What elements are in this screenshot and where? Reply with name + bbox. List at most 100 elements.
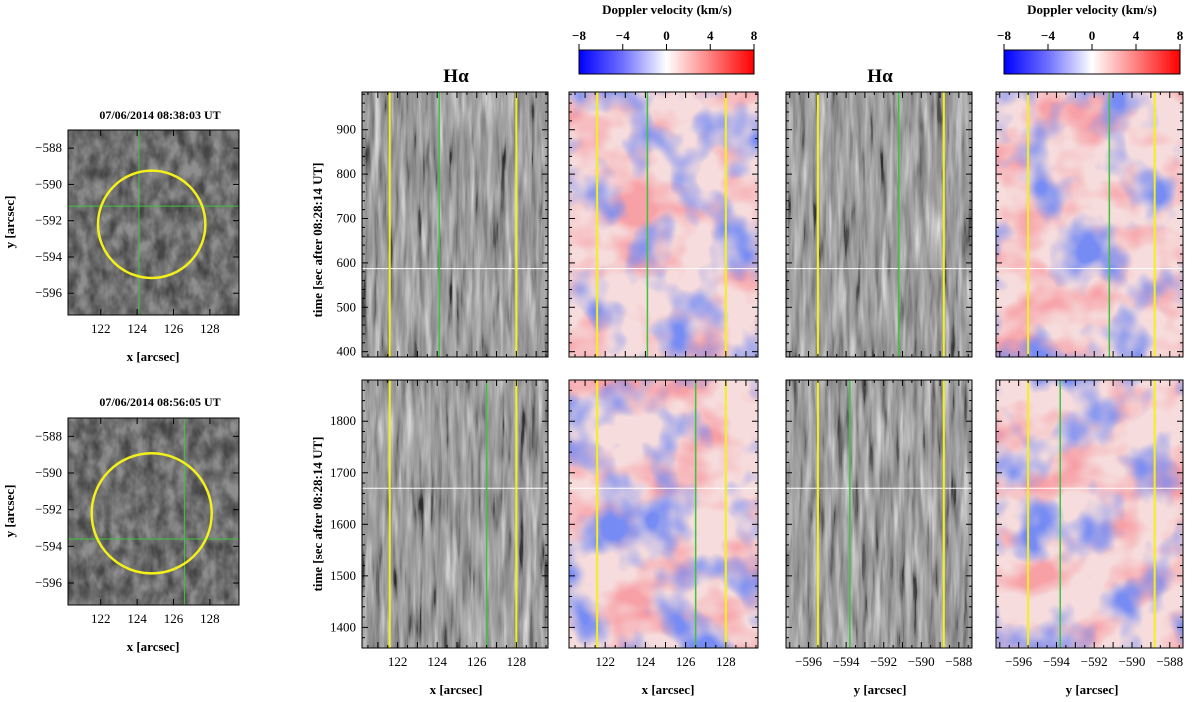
x-tick-label: −596: [1005, 654, 1032, 669]
time-slice-panel-r1-c1: 122 124 126 128: [568, 379, 759, 669]
x-tick-label: −592: [870, 654, 897, 669]
map-xlabel: x [arcsec]: [127, 349, 180, 364]
y-tick-label: −590: [35, 465, 62, 480]
time-slice-panel-r0-c3: [995, 91, 1184, 358]
time-axis-label-top: time [sec after 08:28:14 UT]: [310, 163, 325, 318]
colorbar-tick-label: 8: [751, 28, 758, 43]
colorbar-tick-label: −8: [997, 28, 1011, 43]
x-tick-label: 126: [467, 654, 487, 669]
column-title-halpha-x: Hα: [443, 66, 469, 87]
y-tick-label: −594: [35, 249, 62, 264]
time-slice-panel-r0-c0: 400 500 600 700 800 900: [337, 91, 549, 359]
panel-image: [786, 380, 972, 648]
map-ylabel: y [arcsec]: [2, 196, 17, 249]
panel-frame: [361, 91, 549, 358]
colorbar-tick-label: 0: [1089, 28, 1096, 43]
x-tick-label: 128: [200, 611, 220, 626]
colorbar-left: Doppler velocity (km/s) −8 −4 0 4 8: [572, 2, 758, 75]
colorbar-tick-label: −4: [616, 28, 630, 43]
region-circle: [90, 452, 213, 575]
map-title: 07/06/2014 08:38:03 UT: [99, 108, 220, 122]
x-tick-label: −592: [1081, 654, 1108, 669]
colorbar-tick-label: 4: [707, 28, 714, 43]
x-tick-label: −590: [1119, 654, 1146, 669]
colorbar-gradient: [578, 49, 755, 75]
time-slice-panel-r0-c2: [785, 91, 973, 358]
colorbar-tick-label: 4: [1133, 28, 1140, 43]
x-tick-label: 126: [164, 321, 184, 336]
panel-image: [996, 92, 1183, 357]
y-tick-label: 1800: [330, 413, 356, 428]
y-tick-label: 800: [337, 166, 357, 181]
map-panel-top: 07/06/2014 08:38:03 UT 122 124 126 128 −588 −…: [2, 108, 240, 364]
colorbar-tick-label: −4: [1041, 28, 1055, 43]
time-axis-label-bottom: time [sec after 08:28:14 UT]: [310, 437, 325, 592]
colorbar-label: Doppler velocity (km/s): [1027, 2, 1157, 17]
panel-image: [786, 92, 972, 357]
xlabel-doppler-x: x [arcsec]: [642, 682, 695, 697]
time-slice-panel-r1-c2: −596 −594 −592 −590 −588: [785, 379, 973, 669]
x-tick-label: 122: [388, 654, 408, 669]
x-tick-label: −590: [908, 654, 935, 669]
map-overlay: [68, 418, 239, 605]
map-panel-bottom: 07/06/2014 08:56:05 UT 122 124 126 128 −588 −…: [2, 395, 240, 654]
panel-frame: [785, 91, 973, 358]
panel-frame: [568, 91, 759, 358]
map-texture: [68, 130, 239, 315]
x-tick-label: −594: [1043, 654, 1070, 669]
y-tick-label: −596: [35, 285, 62, 300]
panel-frame: [995, 91, 1184, 358]
panel-image: [362, 92, 548, 357]
time-slice-panel-r1-c3: −596 −594 −592 −590 −588: [995, 379, 1184, 669]
colorbar-tick-label: −8: [572, 28, 586, 43]
column-title-halpha-y: Hα: [867, 66, 893, 87]
y-tick-label: −596: [35, 575, 62, 590]
map-title: 07/06/2014 08:56:05 UT: [99, 395, 220, 409]
x-tick-label: 128: [716, 654, 736, 669]
x-tick-label: 124: [427, 654, 447, 669]
y-tick-label: −594: [35, 538, 62, 553]
x-tick-label: 124: [127, 611, 147, 626]
y-tick-label: −588: [35, 428, 62, 443]
x-tick-label: 128: [507, 654, 527, 669]
colorbar-label: Doppler velocity (km/s): [602, 2, 732, 17]
x-tick-label: 122: [91, 611, 111, 626]
y-tick-label: 600: [337, 255, 357, 270]
x-tick-label: −596: [795, 654, 822, 669]
map-axes: 122 124 126 128 −588 −590 −592 −594 −596: [35, 418, 239, 626]
panel-image: [569, 92, 758, 357]
x-tick-label: 122: [91, 321, 111, 336]
y-tick-label: 500: [337, 299, 357, 314]
map-ylabel: y [arcsec]: [2, 485, 17, 538]
map-frame: [67, 417, 240, 606]
x-tick-label: −588: [945, 654, 972, 669]
x-tick-label: 128: [200, 321, 220, 336]
panel-image: [996, 380, 1183, 648]
x-tick-label: 122: [595, 654, 615, 669]
x-tick-label: −588: [1156, 654, 1183, 669]
map-axes: 122 124 126 128 −588 −590 −592 −594 −596: [35, 130, 239, 336]
x-tick-label: 126: [676, 654, 696, 669]
time-slice-panel-r0-c1: [568, 91, 759, 358]
panel-image: [569, 380, 758, 648]
colorbar-gradient: [1003, 49, 1181, 75]
y-tick-label: 700: [337, 211, 357, 226]
xlabel-halpha-y: y [arcsec]: [854, 682, 907, 697]
x-tick-label: 124: [636, 654, 656, 669]
colorbar-ticks: −8 −4 0 4 8: [572, 28, 758, 50]
xlabel-doppler-y: y [arcsec]: [1066, 682, 1119, 697]
map-texture: [68, 418, 239, 605]
time-slice-panel-r1-c0: 1400 1500 1600 1700 1800 122 124 126 128: [330, 379, 549, 669]
panel-image: [362, 380, 548, 648]
y-tick-label: 1500: [330, 568, 356, 583]
xlabel-halpha-x: x [arcsec]: [430, 682, 483, 697]
map-frame: [67, 129, 240, 316]
y-tick-label: 1600: [330, 516, 356, 531]
y-tick-label: 900: [337, 122, 357, 137]
time-slice-panels: 400 500 600 700 800 900 1400 1500 1600 1700 1800 12…: [330, 91, 1184, 669]
colorbar-right: Doppler velocity (km/s) −8 −4 0 4 8: [997, 2, 1184, 75]
x-tick-label: 124: [127, 321, 147, 336]
colorbar-tick-label: 8: [1177, 28, 1184, 43]
y-tick-label: −590: [35, 176, 62, 191]
